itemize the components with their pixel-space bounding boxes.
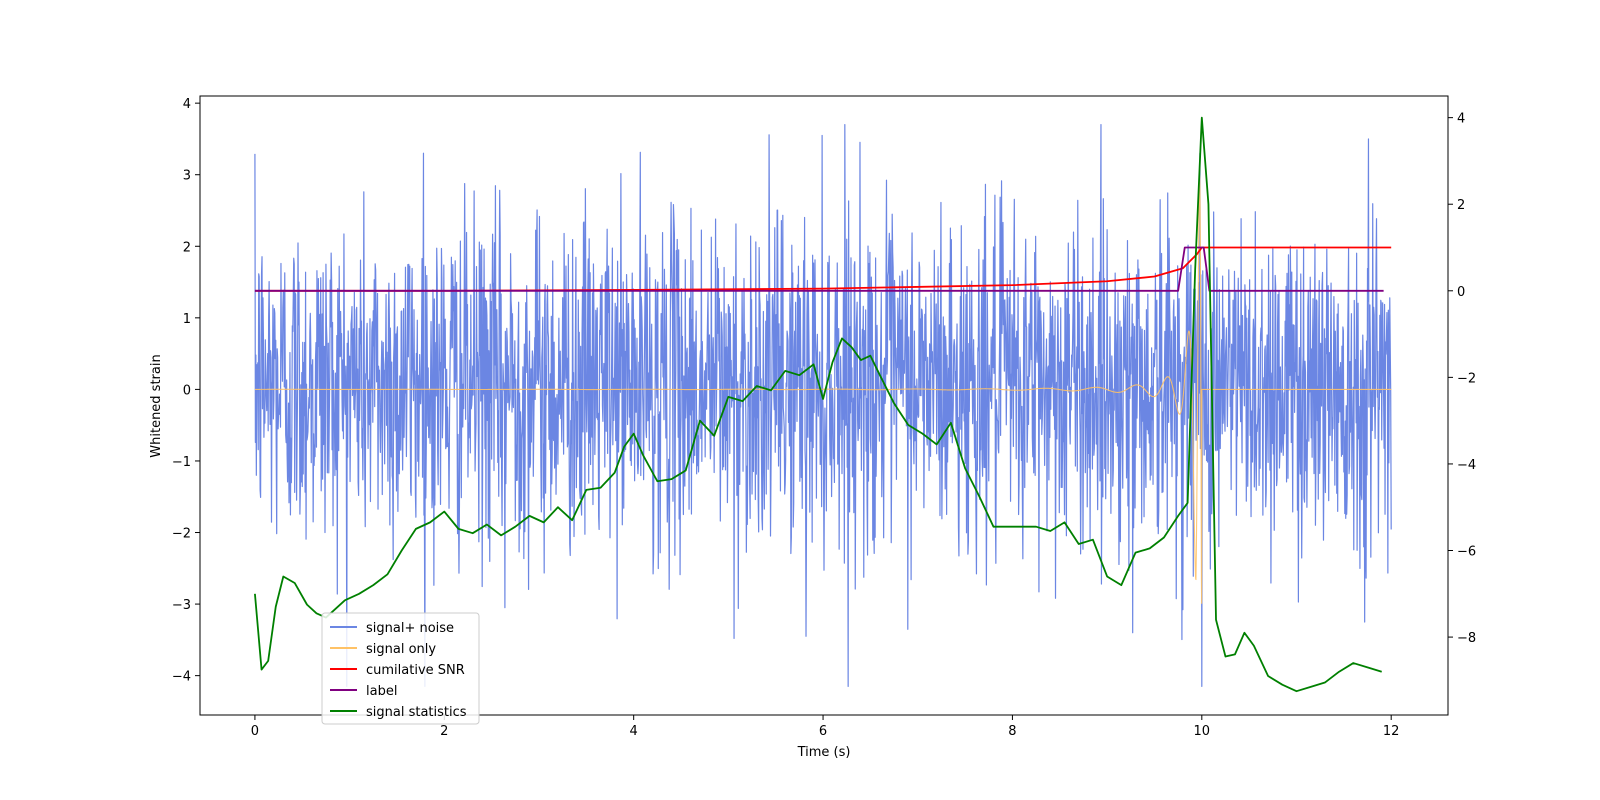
y-right-tick-label: 2: [1457, 198, 1465, 213]
series-label: [254, 246, 1384, 292]
y-axis-ticks: −4 −3 −2 −1 0 1 2 3 4: [172, 97, 200, 685]
x-tick-label: 12: [1383, 724, 1400, 739]
y-tick-label: 4: [183, 97, 191, 112]
y-tick-label: 0: [183, 383, 191, 398]
y-tick-label: 1: [183, 312, 191, 327]
y-right-tick-label: −6: [1457, 545, 1476, 560]
series-signal-noise: [254, 124, 1392, 687]
y-tick-label: 2: [183, 240, 191, 255]
y-right-tick-label: −4: [1457, 458, 1476, 473]
legend: signal+ noise signal only cumilative SNR la…: [321, 612, 480, 725]
x-tick-label: 8: [1008, 724, 1016, 739]
series-layer: [254, 116, 1392, 693]
y-axis-label: Whitened strain: [149, 354, 164, 457]
legend-label: label: [366, 684, 397, 699]
y-tick-label: −1: [172, 455, 191, 470]
y-right-tick-label: −2: [1457, 371, 1476, 386]
legend-label: signal statistics: [366, 705, 467, 720]
legend-label: signal+ noise: [366, 621, 454, 636]
x-tick-label: 10: [1194, 724, 1211, 739]
y-tick-label: 3: [183, 169, 191, 184]
x-tick-label: 2: [440, 724, 448, 739]
y-right-tick-label: 4: [1457, 112, 1465, 127]
y-right-tick-label: 0: [1457, 285, 1465, 300]
legend-box: [321, 612, 480, 725]
series-signal-statistics: [254, 116, 1382, 693]
legend-label: signal only: [366, 642, 436, 657]
series-signal-only: [254, 174, 1392, 604]
x-axis-label: Time (s): [797, 745, 851, 760]
y-tick-label: −3: [172, 598, 191, 613]
x-tick-label: 6: [819, 724, 827, 739]
plot-frame: [199, 95, 1449, 716]
y-right-tick-label: −8: [1457, 631, 1476, 646]
y-right-axis-ticks: −8 −6 −4 −2 0 2 4: [1448, 112, 1476, 646]
x-tick-label: 4: [630, 724, 638, 739]
y-tick-label: −2: [172, 527, 191, 542]
legend-label: cumilative SNR: [366, 663, 465, 678]
x-tick-label: 0: [251, 724, 259, 739]
y-tick-label: −4: [172, 670, 191, 685]
